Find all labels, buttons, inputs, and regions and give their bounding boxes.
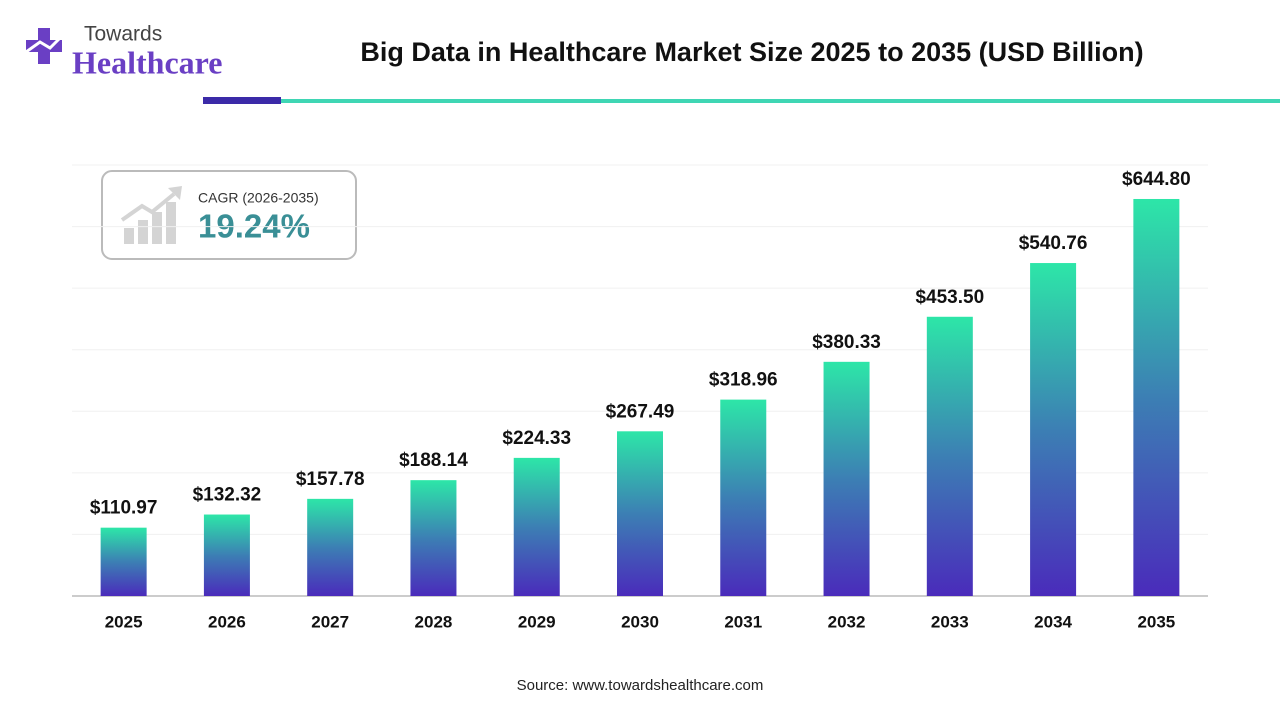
bar — [203, 514, 250, 596]
value-label: $110.97 — [90, 498, 158, 519]
logo-pulse — [25, 32, 66, 54]
bar — [1133, 198, 1180, 596]
cagr-icon — [120, 186, 182, 244]
logo: Towards Healthcare — [25, 23, 222, 80]
bar — [100, 527, 147, 596]
bar — [410, 480, 457, 596]
value-label: $380.33 — [812, 332, 881, 353]
value-label: $132.32 — [193, 485, 262, 506]
x-tick-label: 2035 — [1137, 612, 1175, 631]
cagr-frame — [101, 170, 357, 260]
value-label: $540.76 — [1019, 233, 1088, 254]
logo-text: Healthcare — [72, 44, 222, 80]
x-tick-label: 2026 — [208, 612, 246, 631]
bar — [307, 498, 354, 596]
cagr-box: CAGR (2026-2035) 19.24% — [101, 170, 357, 260]
bar — [1030, 263, 1077, 596]
x-tick-label: 2032 — [828, 612, 866, 631]
value-label: $267.49 — [606, 401, 675, 422]
value-label: $644.80 — [1122, 169, 1191, 190]
x-tick-label: 2027 — [311, 612, 349, 631]
x-tick-label: 2031 — [724, 612, 762, 631]
source: Source: www.towardshealthcare.com — [517, 677, 764, 694]
value-label: $318.96 — [709, 370, 778, 391]
x-tick-label: 2025 — [105, 612, 143, 631]
bar — [720, 399, 767, 596]
x-tick-label: 2033 — [931, 612, 969, 631]
value-label: $453.50 — [915, 287, 984, 308]
x-tick-label: 2028 — [415, 612, 453, 631]
x-tick-label: 2034 — [1034, 612, 1072, 631]
value-label: $157.78 — [296, 469, 365, 490]
chart-title: Big Data in Healthcare Market Size 2025 … — [360, 37, 1143, 67]
x-tick-label: 2029 — [518, 612, 556, 631]
x-tick-label: 2030 — [621, 612, 659, 631]
value-label: $224.33 — [502, 428, 571, 449]
bar — [926, 316, 973, 596]
bar — [513, 457, 560, 596]
header-line — [281, 99, 1280, 103]
bar — [617, 431, 663, 596]
bar — [823, 361, 870, 596]
header-accent — [203, 97, 281, 104]
value-label: $188.14 — [399, 450, 468, 471]
cagr-label: CAGR (2026-2035) — [198, 190, 319, 206]
logo-text: Towards — [84, 23, 162, 46]
